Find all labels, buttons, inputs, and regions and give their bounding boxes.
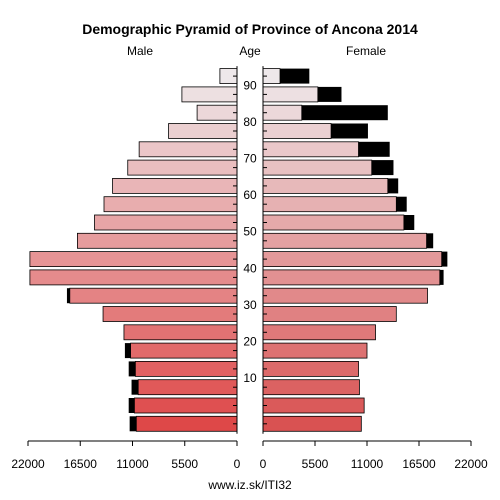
female-bar-10-14 <box>262 379 360 396</box>
female-x-tick-label: 0 <box>260 457 267 471</box>
female-label: Female <box>346 44 386 58</box>
female-bar-60-64 <box>262 196 397 213</box>
female-x-tick-label: 11000 <box>351 457 384 471</box>
male-bar-75-79 <box>138 141 238 158</box>
male-bar-15-19 <box>134 360 238 377</box>
male-bar-0-4 <box>135 415 238 432</box>
male-bar-10-14 <box>137 379 238 396</box>
x-axis: 22000 16500 11000 5500 0 0 5500 11000 16500 22000 <box>11 440 488 471</box>
male-bar-40-44 <box>29 269 238 286</box>
male-bar-30-34 <box>102 306 238 322</box>
male-x-tick-label: 22000 <box>11 457 45 471</box>
female-excess-60-64 <box>396 196 407 212</box>
male-bar-80-84 <box>168 123 238 139</box>
female-excess-55-59 <box>403 215 415 230</box>
male-bar-70-74 <box>127 159 238 176</box>
female-x-tick-label: 5500 <box>302 457 329 471</box>
female-bar-55-59 <box>262 214 405 231</box>
male-label: Male <box>127 44 153 58</box>
age-label: Age <box>239 44 261 58</box>
female-excess-95+ <box>280 68 310 84</box>
male-bar-85-89 <box>196 104 238 121</box>
age-tick-label: 90 <box>243 78 257 92</box>
male-x-tick-label: 11000 <box>116 457 149 471</box>
female-excess-50-54 <box>426 233 434 249</box>
female-bar-0-4 <box>262 415 362 432</box>
female-bar-70-74 <box>262 159 373 176</box>
female-bar-40-44 <box>262 269 441 286</box>
age-tick-label: 50 <box>243 225 257 239</box>
female-excess-40-44 <box>439 269 444 285</box>
female-excess-75-79 <box>358 141 390 157</box>
female-excess-45-49 <box>441 251 448 267</box>
female-x-tick-label: 22000 <box>454 457 488 471</box>
female-bar-15-19 <box>262 360 359 377</box>
female-bar-5-9 <box>262 397 365 414</box>
female-bar-80-84 <box>262 123 332 139</box>
male-excess-15-19 <box>128 361 136 377</box>
male-excess-20-24 <box>124 343 131 359</box>
female-bar-50-54 <box>262 232 427 249</box>
age-tick-label: 70 <box>243 151 257 165</box>
male-bar-5-9 <box>133 397 238 414</box>
male-bar-50-54 <box>77 232 238 249</box>
female-bar-35-39 <box>262 287 428 304</box>
female-bar-20-24 <box>262 342 368 359</box>
age-tick-label: 60 <box>243 188 257 202</box>
female-excess-85-89 <box>301 105 388 121</box>
chart-title: Demographic Pyramid of Province of Ancon… <box>82 21 418 37</box>
female-x-tick-label: 16500 <box>402 457 436 471</box>
male-bar-45-49 <box>29 251 238 268</box>
male-bar-65-69 <box>112 177 238 194</box>
source-label: www.iz.sk/ITI32 <box>207 478 292 492</box>
male-bar-35-39 <box>69 287 238 304</box>
female-excess-65-69 <box>387 178 399 194</box>
female-bar-90-94 <box>262 86 319 103</box>
female-bars <box>262 68 448 432</box>
male-bar-60-64 <box>103 196 238 213</box>
female-bar-25-29 <box>262 324 376 341</box>
female-excess-80-84 <box>331 123 368 139</box>
male-bars <box>29 68 238 432</box>
male-x-tick-label: 16500 <box>64 457 98 471</box>
female-bar-45-49 <box>262 251 443 268</box>
male-bar-20-24 <box>130 342 238 359</box>
age-tick-label: 20 <box>243 334 257 348</box>
female-bar-65-69 <box>262 177 389 194</box>
male-x-tick-label: 5500 <box>171 457 198 471</box>
female-excess-70-74 <box>371 160 394 176</box>
male-bar-25-29 <box>123 324 238 341</box>
male-excess-0-4 <box>129 416 137 432</box>
female-excess-90-94 <box>317 86 342 102</box>
age-axis: 10 20 30 40 50 60 70 80 90 <box>233 66 267 434</box>
male-excess-10-14 <box>131 379 139 395</box>
male-bar-55-59 <box>94 214 238 231</box>
age-tick-label: 30 <box>243 298 257 312</box>
age-tick-label: 10 <box>243 371 257 385</box>
female-bar-30-34 <box>262 306 397 322</box>
male-excess-35-39 <box>66 288 70 304</box>
age-tick-label: 80 <box>243 115 257 129</box>
male-x-tick-label: 0 <box>234 457 241 471</box>
female-bar-85-89 <box>262 104 303 121</box>
female-bar-75-79 <box>262 141 359 158</box>
male-excess-5-9 <box>128 398 135 413</box>
age-tick-label: 40 <box>243 261 257 275</box>
male-bar-90-94 <box>181 86 238 103</box>
